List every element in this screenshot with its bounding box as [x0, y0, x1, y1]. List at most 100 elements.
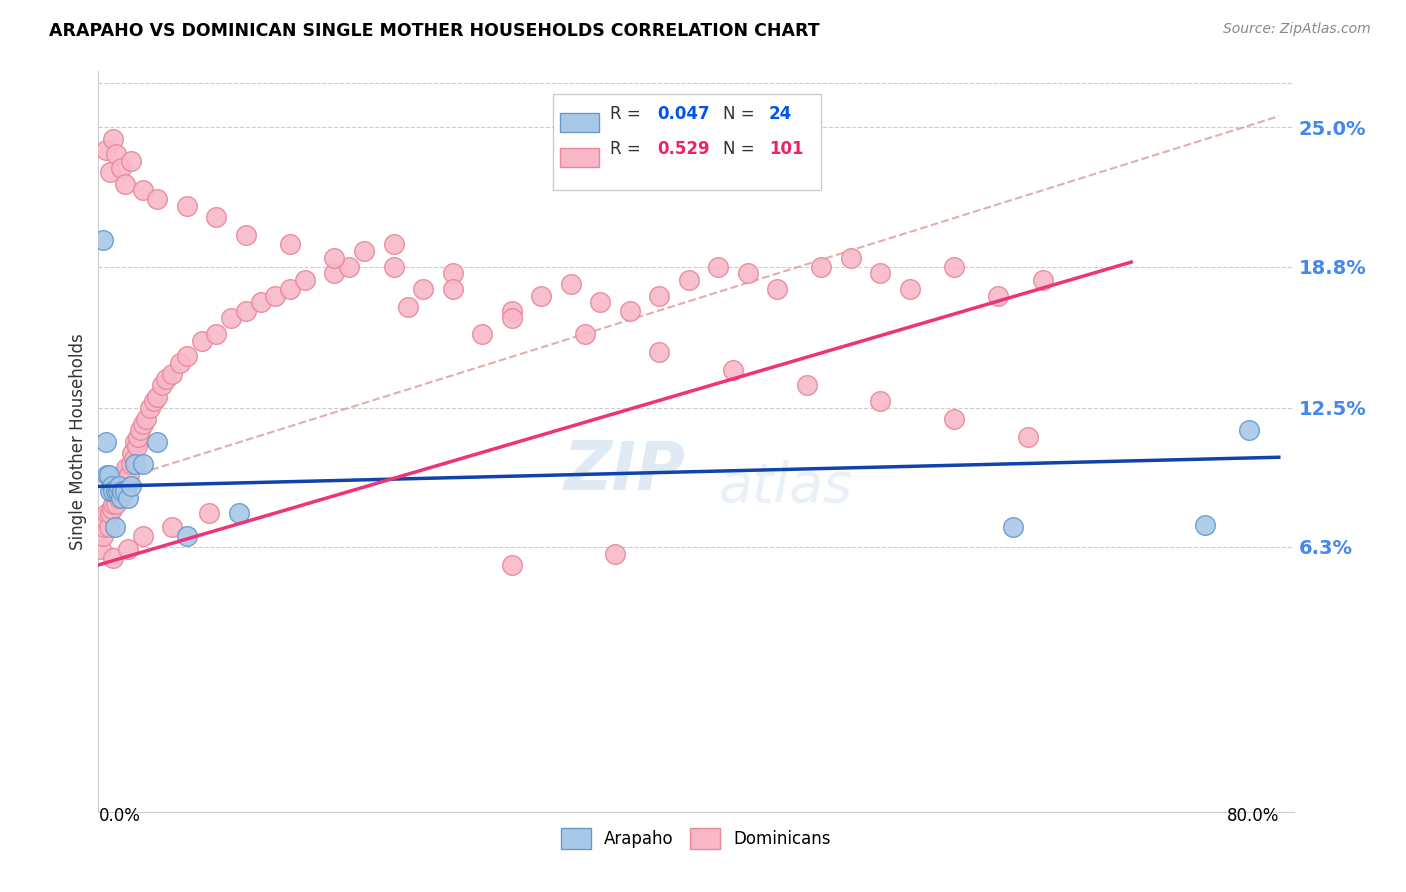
Text: R =: R =: [610, 140, 645, 158]
Dominicans: [96, 506, 118, 520]
Dominicans: [1017, 430, 1039, 444]
Dominicans: [205, 326, 228, 341]
Dominicans: [796, 378, 818, 392]
Dominicans: [97, 520, 120, 534]
Dominicans: [1032, 273, 1054, 287]
Y-axis label: Single Mother Households: Single Mother Households: [69, 334, 87, 549]
Dominicans: [987, 289, 1010, 303]
Arapaho: [124, 457, 146, 471]
Dominicans: [501, 304, 523, 318]
Dominicans: [530, 289, 553, 303]
Dominicans: [91, 529, 114, 543]
Dominicans: [353, 244, 375, 258]
Arapaho: [100, 479, 122, 493]
Arapaho: [228, 506, 250, 520]
Arapaho: [94, 434, 117, 449]
Dominicans: [127, 430, 149, 444]
Arapaho: [104, 520, 127, 534]
Dominicans: [104, 491, 127, 505]
Dominicans: [560, 277, 582, 292]
Dominicans: [648, 344, 671, 359]
Text: R =: R =: [610, 105, 645, 123]
Arapaho: [111, 483, 134, 498]
Arapaho: [114, 483, 136, 498]
Dominicans: [810, 260, 832, 274]
Dominicans: [117, 475, 139, 489]
Dominicans: [294, 273, 316, 287]
Dominicans: [131, 183, 153, 197]
Dominicans: [120, 154, 142, 169]
Dominicans: [943, 260, 966, 274]
Dominicans: [114, 177, 136, 191]
Arapaho: [131, 457, 153, 471]
Dominicans: [122, 452, 145, 467]
Dominicans: [323, 266, 346, 280]
Dominicans: [396, 300, 419, 314]
Dominicans: [441, 266, 464, 280]
Dominicans: [101, 551, 124, 566]
Arapaho: [108, 479, 131, 493]
Dominicans: [943, 412, 966, 426]
Dominicans: [143, 394, 166, 409]
Dominicans: [323, 251, 346, 265]
Dominicans: [131, 417, 153, 431]
Dominicans: [648, 289, 671, 303]
Dominicans: [169, 356, 191, 370]
Dominicans: [101, 131, 124, 145]
Dominicans: [249, 295, 271, 310]
Dominicans: [441, 282, 464, 296]
Dominicans: [121, 446, 143, 460]
Text: 0.0%: 0.0%: [98, 807, 141, 825]
Arapaho: [1194, 517, 1216, 532]
Text: N =: N =: [724, 140, 761, 158]
Arapaho: [97, 468, 120, 483]
Dominicans: [94, 513, 117, 527]
Dominicans: [118, 468, 141, 483]
Text: 0.047: 0.047: [658, 105, 710, 123]
Dominicans: [176, 199, 198, 213]
Text: 0.529: 0.529: [658, 140, 710, 158]
Dominicans: [105, 497, 128, 511]
Dominicans: [737, 266, 759, 280]
Dominicans: [110, 161, 132, 175]
Text: N =: N =: [724, 105, 761, 123]
Dominicans: [205, 210, 228, 224]
Dominicans: [125, 439, 148, 453]
Dominicans: [235, 304, 257, 318]
Dominicans: [107, 483, 129, 498]
Arapaho: [120, 479, 142, 493]
Dominicans: [115, 461, 138, 475]
Dominicans: [111, 483, 134, 498]
Dominicans: [869, 394, 891, 409]
Dominicans: [100, 501, 122, 516]
Arapaho: [110, 491, 132, 505]
Text: 80.0%: 80.0%: [1226, 807, 1279, 825]
Dominicans: [98, 506, 121, 520]
Dominicans: [278, 282, 301, 296]
Dominicans: [678, 273, 700, 287]
Dominicans: [264, 289, 287, 303]
Arapaho: [146, 434, 169, 449]
Dominicans: [160, 520, 183, 534]
Dominicans: [110, 479, 132, 493]
Dominicans: [98, 165, 121, 179]
Dominicans: [124, 434, 146, 449]
Text: ARAPAHO VS DOMINICAN SINGLE MOTHER HOUSEHOLDS CORRELATION CHART: ARAPAHO VS DOMINICAN SINGLE MOTHER HOUSE…: [49, 22, 820, 40]
Dominicans: [707, 260, 730, 274]
Dominicans: [898, 282, 921, 296]
Dominicans: [278, 237, 301, 252]
Arapaho: [1239, 423, 1261, 437]
Dominicans: [766, 282, 789, 296]
Dominicans: [139, 401, 162, 415]
Text: ZIP: ZIP: [564, 438, 685, 504]
Dominicans: [839, 251, 862, 265]
Dominicans: [382, 260, 405, 274]
Arapaho: [105, 483, 128, 498]
Dominicans: [190, 334, 212, 348]
Dominicans: [235, 228, 257, 243]
Dominicans: [131, 529, 153, 543]
Text: 24: 24: [769, 105, 792, 123]
Dominicans: [869, 266, 891, 280]
Dominicans: [176, 349, 198, 363]
Dominicans: [101, 497, 124, 511]
